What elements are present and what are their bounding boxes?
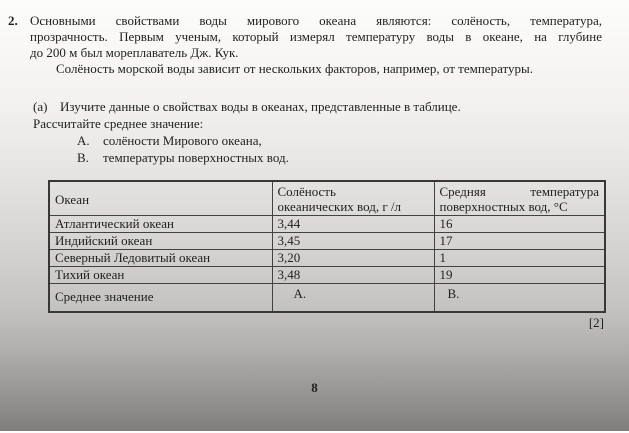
question-line: до 200 м был мореплаватель Дж. Кук. [30, 45, 239, 60]
item-label: А. [77, 133, 90, 148]
cell-temperature: 19 [433, 266, 606, 284]
marks-badge: [2] [588, 315, 604, 330]
question-2: 2. Основными свойствами воды мирового ок… [8, 13, 602, 77]
header-salinity: Солёность океанических вод, г /л [271, 180, 435, 216]
question-number: 2. [8, 13, 18, 28]
table-row: Тихий океан 3,48 19 [48, 266, 606, 284]
page-number: 8 [311, 380, 318, 395]
question-line: прозрачность. Первым ученым, который изм… [30, 29, 602, 44]
cell-average-label: Среднее значение [48, 283, 273, 312]
page-bottom-edge [0, 431, 629, 433]
part-a-section: (а) Изучите данные о свойствах воды в оке… [33, 98, 603, 166]
cell-salinity: 3,44 [271, 215, 435, 233]
cell-temperature: 1 [433, 249, 606, 267]
ocean-data-table: Океан Солёность океанических вод, г /л С… [48, 180, 606, 313]
header-temperature: Средняя температура поверхностных вод, °… [433, 180, 606, 216]
header-temperature-line1: Средняя температура [439, 184, 600, 199]
header-temperature-line2: поверхностных вод, °С [439, 199, 568, 214]
cell-ocean-name: Атлантический океан [48, 215, 273, 233]
question-line: Основными свойствами воды мирового океан… [30, 13, 602, 28]
part-a-subinstruction: Рассчитайте среднее значение: [33, 116, 204, 131]
cell-salinity: 3,48 [271, 266, 435, 284]
part-a-instruction: Изучите данные о свойствах воды в океана… [60, 99, 461, 114]
part-a-label: (а) [33, 99, 48, 114]
cell-temperature: 16 [433, 215, 606, 233]
part-a-instruction-line: (а) Изучите данные о свойствах воды в оке… [33, 98, 603, 115]
cell-salinity: 3,20 [271, 249, 435, 267]
item-text: солёности Мирового океана, [103, 133, 262, 148]
question-paragraph-1: Основными свойствами воды мирового океан… [30, 13, 602, 61]
header-ocean: Океан [48, 180, 273, 216]
cell-salinity: 3,45 [271, 232, 435, 250]
header-salinity-line2: океанических вод, г /л [277, 199, 402, 214]
list-item-a: А. солёности Мирового океана, [77, 132, 603, 149]
cell-ocean-name: Тихий океан [48, 266, 273, 284]
list-item-b: В. температуры поверхностных вод. [77, 149, 603, 166]
item-text: температуры поверхностных вод. [103, 150, 289, 165]
item-label: В. [77, 150, 89, 165]
table-row: Северный Ледовитый океан 3,20 1 [48, 249, 606, 267]
table-row: Индийский океан 3,45 17 [48, 232, 606, 250]
table-row: Атлантический океан 3,44 16 [48, 215, 606, 233]
table-header-row: Океан Солёность океанических вод, г /л С… [48, 180, 606, 216]
cell-temperature: 17 [433, 232, 606, 250]
table-average-row: Среднее значение А. В. [48, 283, 606, 312]
part-a-list: А. солёности Мирового океана, В. температу… [77, 132, 603, 166]
question-paragraph-2: Солёность морской воды зависит от нескол… [56, 61, 534, 76]
header-salinity-line1: Солёность [277, 184, 336, 199]
cell-average-temperature-placeholder: В. [433, 283, 606, 312]
cell-average-salinity-placeholder: А. [271, 283, 435, 312]
cell-ocean-name: Северный Ледовитый океан [48, 249, 273, 267]
cell-ocean-name: Индийский океан [48, 232, 273, 250]
